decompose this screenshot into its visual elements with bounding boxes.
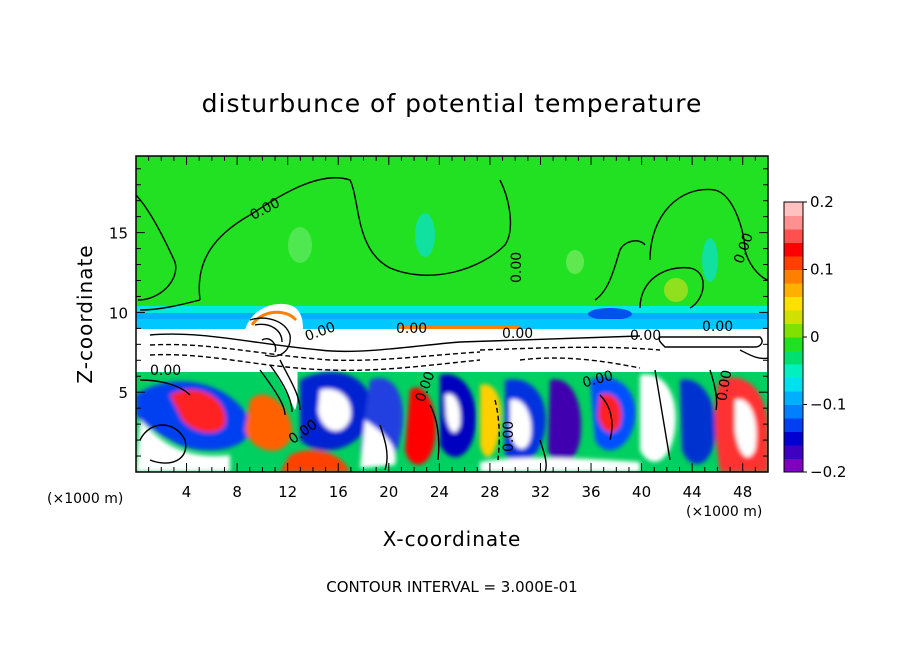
contour-label: 0.00 xyxy=(702,319,733,335)
x-tick-label: 16 xyxy=(329,483,348,501)
x-tick-label: 36 xyxy=(581,483,600,501)
upper-anomaly xyxy=(566,250,584,274)
colorbar-tick-label: 0.2 xyxy=(810,193,834,211)
x-axis: 4 8 12 16 20 24 28 32 36 40 44 48 xyxy=(148,156,756,501)
colorbar-swatch xyxy=(784,350,803,365)
colorbar-swatch xyxy=(784,445,803,459)
colorbar-swatch xyxy=(784,337,803,351)
colorbar-swatch xyxy=(784,256,803,270)
upper-anomaly xyxy=(415,213,435,257)
lower-anomaly xyxy=(480,457,640,472)
colorbar-tick-label: −0.1 xyxy=(810,396,846,414)
colorbar-ticks: 0.2 0.1 0 −0.1 −0.2 xyxy=(803,193,846,481)
lower-anomaly xyxy=(598,394,622,433)
colorbar-swatch xyxy=(784,323,803,338)
upper-anomaly xyxy=(702,238,718,282)
plot-area: 0.00 0.00 0.00 0.00 0.00 0.00 0.00 0.00 … xyxy=(136,156,768,472)
x-tick-label: 28 xyxy=(480,483,499,501)
colorbar-tick-label: −0.2 xyxy=(810,463,846,481)
colorbar-swatch xyxy=(784,202,803,216)
lower-anomaly xyxy=(136,420,230,472)
lower-anomaly xyxy=(245,394,292,451)
colorbar xyxy=(784,202,803,473)
x-axis-unit-left: (×1000 m) xyxy=(47,491,123,507)
upper-anomaly xyxy=(664,278,688,302)
upper-anomaly xyxy=(250,310,298,326)
colorbar-swatch xyxy=(784,458,803,473)
x-tick-label: 48 xyxy=(733,483,752,501)
colorbar-frame xyxy=(783,201,804,473)
contour-label: 0.00 xyxy=(509,252,525,283)
upper-anomaly xyxy=(288,227,312,263)
lower-anomaly xyxy=(318,389,351,431)
y-tick-label: 10 xyxy=(109,304,128,322)
colorbar-swatch xyxy=(784,364,803,378)
y-tick-label: 15 xyxy=(109,225,128,243)
colorbar-swatch xyxy=(784,229,803,243)
contour-label: 0.00 xyxy=(502,326,533,342)
transition-band xyxy=(400,326,520,330)
x-tick-label: 44 xyxy=(683,483,702,501)
upper-anomaly xyxy=(588,308,632,320)
colorbar-swatch xyxy=(784,269,803,284)
x-tick-label: 24 xyxy=(430,483,449,501)
contour-lines xyxy=(136,177,768,472)
contour-label: 0.00 xyxy=(150,363,181,379)
x-axis-unit-right: (×1000 m) xyxy=(686,504,762,520)
lower-anomaly xyxy=(735,399,757,458)
contour-label: 0.00 xyxy=(501,421,517,452)
x-tick-label: 4 xyxy=(182,483,192,501)
lower-anomaly xyxy=(280,450,350,472)
lower-anomaly xyxy=(445,394,461,433)
lower-anomaly xyxy=(680,379,716,465)
lower-anomaly xyxy=(548,379,581,465)
x-tick-label: 12 xyxy=(278,483,297,501)
y-axis-label: Z-coordinate xyxy=(73,244,97,383)
x-tick-label: 40 xyxy=(632,483,651,501)
x-axis-label: X-coordinate xyxy=(383,527,522,551)
x-tick-label: 20 xyxy=(379,483,398,501)
y-tick-label: 5 xyxy=(118,384,128,402)
lower-anomaly xyxy=(510,399,532,449)
contour-label: 0.00 xyxy=(396,321,427,337)
colorbar-tick-label: 0.1 xyxy=(810,261,834,279)
colorbar-swatch xyxy=(784,418,803,432)
transition-band xyxy=(136,306,768,313)
contour-label: 0.00 xyxy=(714,369,735,402)
contour-label: 0.00 xyxy=(630,328,661,344)
lower-anomaly xyxy=(405,387,436,465)
transition-band xyxy=(136,313,768,319)
lower-anomaly xyxy=(170,389,226,433)
colorbar-swatch xyxy=(784,404,803,419)
transition-band xyxy=(136,319,768,329)
x-tick-label: 32 xyxy=(531,483,550,501)
colorbar-swatch xyxy=(784,391,803,405)
contour-label: 0.00 xyxy=(581,368,615,392)
colorbar-swatch xyxy=(784,242,803,257)
x-tick-label: 8 xyxy=(232,483,242,501)
colorbar-swatch xyxy=(784,215,803,230)
chart-title: disturbunce of potential temperature xyxy=(202,89,703,118)
contour-interval-note: CONTOUR INTERVAL = 3.000E-01 xyxy=(326,578,577,596)
colorbar-swatch xyxy=(784,310,803,324)
colorbar-tick-label: 0 xyxy=(810,328,820,346)
colorbar-swatch xyxy=(784,431,803,446)
y-axis: 5 10 15 xyxy=(109,168,768,457)
colorbar-swatch xyxy=(784,377,803,392)
colorbar-swatch xyxy=(784,296,803,311)
transition-band xyxy=(136,329,768,377)
colorbar-swatch xyxy=(784,283,803,297)
upper-layer-field xyxy=(136,156,768,316)
